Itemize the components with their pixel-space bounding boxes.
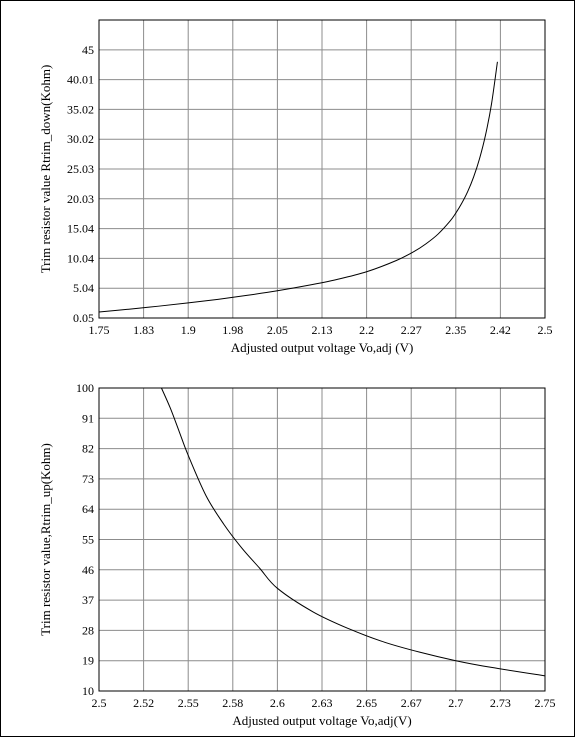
chart1-x-axis-label: Adjusted output voltage Vo,adj (V): [231, 340, 414, 355]
chart1-y-tick-label: 35.02: [67, 102, 94, 116]
chart1-x-tick-label: 2.35: [445, 323, 466, 337]
chart2-x-tick-label: 2.75: [535, 696, 556, 710]
chart1-y-tick-label: 20.03: [67, 192, 94, 206]
chart2-x-tick-label: 2.67: [401, 696, 422, 710]
chart1-x-tick-label: 2.27: [401, 323, 422, 337]
chart2-y-tick-label: 55: [82, 533, 94, 547]
chart1-x-tick-label: 1.83: [133, 323, 154, 337]
chart1-y-tick-label: 0.05: [73, 311, 94, 325]
chart2-x-tick-label: 2.65: [356, 696, 377, 710]
chart2-x-tick-label: 2.5: [92, 696, 107, 710]
chart1-x-tick-label: 2.13: [312, 323, 333, 337]
chart-rtrim-up: 2.5 2.52 2.55 2.58 2.6 2.63 2.65 2.67 2.7 2.73 2.7…: [38, 381, 556, 728]
chart2-x-tick-label: 2.7: [448, 696, 463, 710]
chart2-y-tick-label: 91: [82, 411, 94, 425]
chart2-x-tick-label: 2.63: [312, 696, 333, 710]
chart1-x-tick-label: 2.42: [490, 323, 511, 337]
chart2-x-tick-label: 2.58: [222, 696, 243, 710]
chart2-y-ticks: 10 19 28 37 46 55 64 73 82 91 100: [76, 381, 94, 698]
chart1-y-axis-label: Trim resistor value Rtrim_down(Kohm): [38, 65, 53, 274]
chart1-x-ticks: 1.75 1.83 1.9 1.98 2.05 2.13 2.2 2.27 2.35 2.42 2.…: [89, 323, 553, 337]
chart2-y-tick-label: 100: [76, 381, 94, 395]
chart1-x-tick-label: 1.98: [222, 323, 243, 337]
chart2-x-tick-label: 2.6: [270, 696, 285, 710]
chart2-x-tick-label: 2.55: [178, 696, 199, 710]
chart1-y-tick-label: 40.01: [67, 73, 94, 87]
chart2-x-ticks: 2.5 2.52 2.55 2.58 2.6 2.63 2.65 2.67 2.7 2.73 2.7…: [92, 696, 556, 710]
chart1-y-tick-label: 25.03: [67, 162, 94, 176]
chart2-x-tick-label: 2.73: [490, 696, 511, 710]
chart1-y-tick-label: 5.04: [73, 281, 94, 295]
chart2-y-tick-label: 28: [82, 623, 94, 637]
chart1-x-tick-label: 2.05: [267, 323, 288, 337]
chart2-series-line: [160, 387, 546, 677]
chart2-plot-area: [98, 387, 546, 692]
chart1-y-tick-label: 15.04: [67, 222, 94, 236]
chart1-plot-area: [98, 19, 546, 319]
chart2-y-tick-label: 10: [82, 684, 94, 698]
chart-rtrim-down: 1.75 1.83 1.9 1.98 2.05 2.13 2.2 2.27 2.35 2.42 2.…: [38, 19, 553, 355]
chart2-y-tick-label: 46: [82, 563, 94, 577]
chart2-y-tick-label: 82: [82, 442, 94, 456]
chart2-y-axis-label: Trim resistor value,Rtrim_up(Kohm): [38, 443, 53, 636]
chart2-grid: [99, 388, 545, 691]
chart2-y-tick-label: 19: [82, 654, 94, 668]
chart2-y-tick-label: 64: [82, 502, 94, 516]
chart1-x-tick-label: 1.75: [89, 323, 110, 337]
chart2-y-tick-label: 37: [82, 593, 94, 607]
chart1-y-tick-label: 30.02: [67, 132, 94, 146]
chart1-y-ticks: 0.05 5.04 10.04 15.04 20.03 25.03 30.02 35.02 40…: [67, 43, 94, 325]
chart1-x-tick-label: 2.2: [359, 323, 374, 337]
chart2-y-tick-label: 73: [82, 472, 94, 486]
chart1-y-tick-label: 45: [82, 43, 94, 57]
chart1-y-tick-label: 10.04: [67, 251, 94, 265]
chart1-series-line: [98, 61, 498, 313]
chart1-x-tick-label: 2.5: [538, 323, 553, 337]
chart1-grid: [99, 20, 545, 318]
chart1-x-tick-label: 1.9: [181, 323, 196, 337]
chart2-x-tick-label: 2.52: [133, 696, 154, 710]
chart2-x-axis-label: Adjusted output voltage Vo,adj(V): [232, 713, 411, 728]
